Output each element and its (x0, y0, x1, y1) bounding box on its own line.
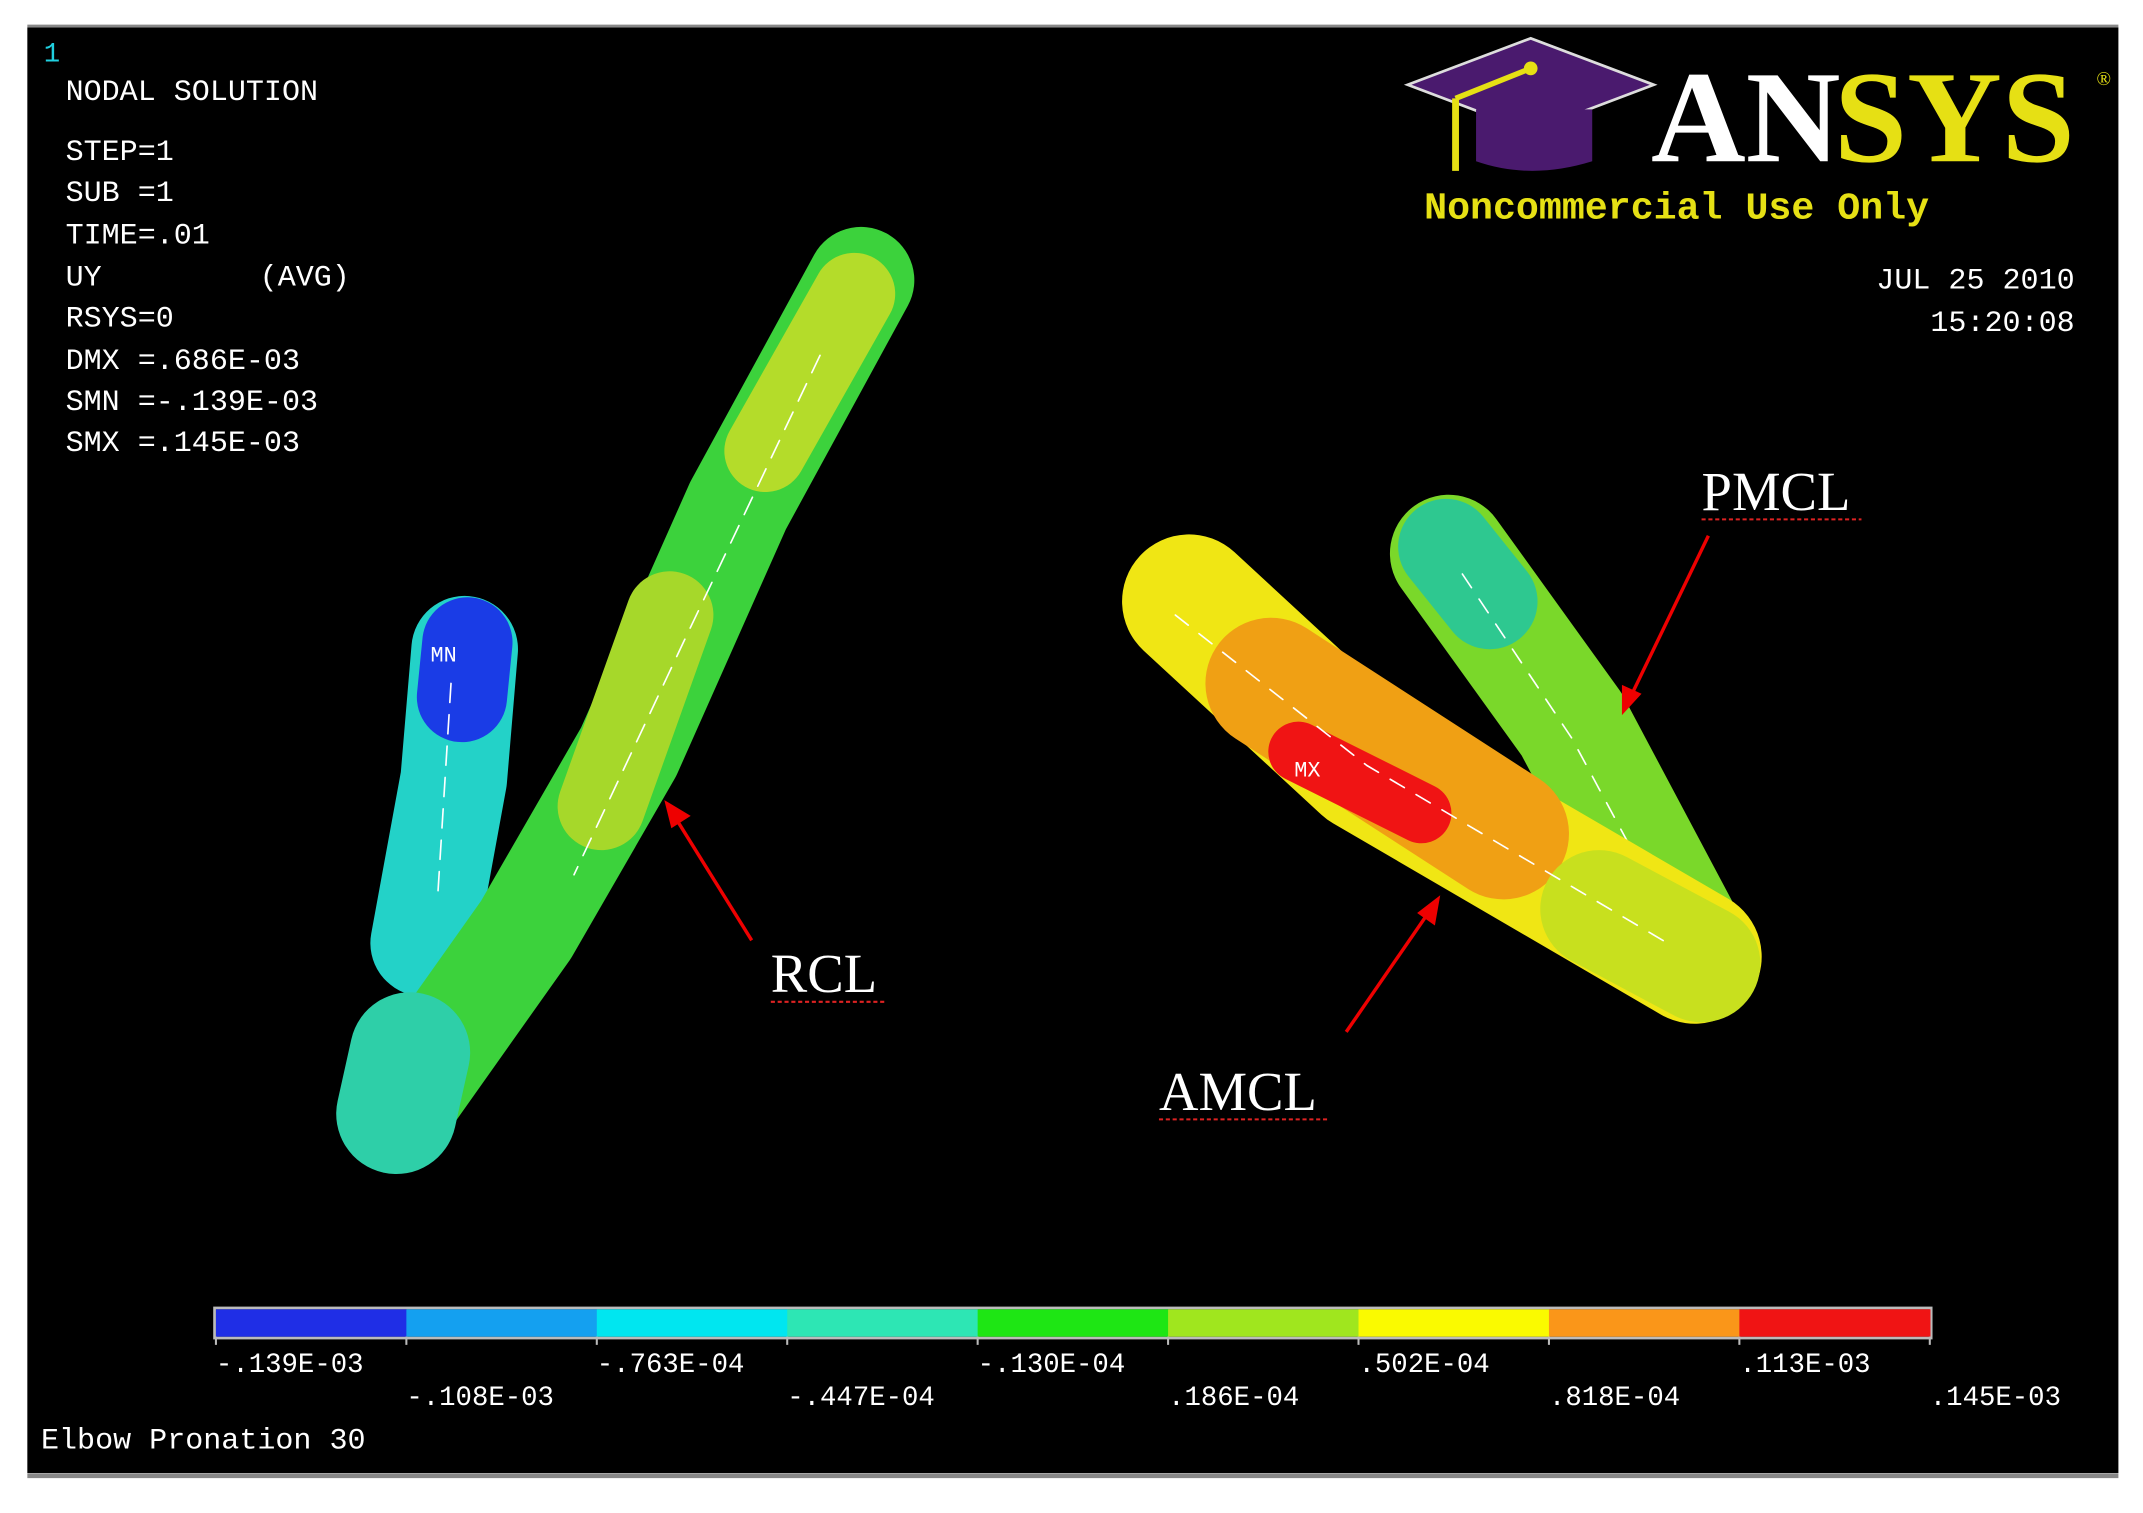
avg-label: (AVG) (260, 262, 350, 296)
info-line: UY (66, 262, 102, 296)
logo-yellow: SYS (1834, 45, 2075, 190)
legend-swatch (406, 1309, 598, 1337)
solution-title: NODAL SOLUTION (66, 76, 318, 110)
rcl-label: RCL (771, 943, 877, 1004)
logo-registered: ® (2097, 69, 2112, 90)
rcl-ligament (336, 226, 915, 1175)
legend-swatch (1358, 1309, 1550, 1337)
max-marker: MX (1294, 758, 1320, 783)
info-line: TIME=.01 (66, 219, 210, 253)
legend-swatch (1739, 1309, 1931, 1337)
legend-label: .818E-04 (1549, 1383, 1680, 1414)
info-line: SMN =-.139E-03 (66, 386, 318, 420)
logo-white: AN (1651, 45, 1840, 190)
legend-label: -.139E-03 (216, 1350, 364, 1381)
info-line: STEP=1 (66, 136, 174, 170)
amcl-ligament (1122, 534, 1762, 1024)
legend-label: -.108E-03 (406, 1383, 554, 1414)
info-line: RSYS=0 (66, 303, 174, 337)
amcl-label: AMCL (1159, 1061, 1317, 1122)
pmcl-label: PMCL (1702, 461, 1851, 522)
legend-label: .502E-04 (1359, 1350, 1490, 1381)
legend-label: .145E-03 (1930, 1383, 2061, 1414)
legend-label: .186E-04 (1168, 1383, 1299, 1414)
legend-swatch (787, 1309, 979, 1337)
legend-frame (213, 1306, 1933, 1340)
info-line: SMX =.145E-03 (66, 427, 300, 461)
info-line: SUB =1 (66, 177, 174, 211)
legend-swatch (977, 1309, 1169, 1337)
callout-arrows (664, 535, 1710, 1033)
legend-label: -.447E-04 (787, 1383, 935, 1414)
legend-swatch (596, 1309, 788, 1337)
logo-cap (1403, 36, 1658, 171)
legend-label: -.763E-04 (597, 1350, 745, 1381)
legend-swatch (1168, 1309, 1360, 1337)
legend-swatch (1548, 1309, 1741, 1337)
legend-swatch (215, 1309, 408, 1337)
min-marker: MN (431, 644, 457, 669)
time: 15:20:08 (1930, 307, 2074, 341)
info-line: DMX =.686E-03 (66, 345, 300, 379)
legend-label: -.130E-04 (978, 1350, 1126, 1381)
date: JUL 25 2010 (1876, 264, 2074, 298)
window-number: 1 (44, 40, 60, 71)
spell-underlines (770, 518, 1862, 1121)
license-notice: Noncommercial Use Only (1424, 188, 1929, 231)
caption: Elbow Pronation 30 (41, 1425, 366, 1459)
legend-label: .113E-03 (1739, 1350, 1870, 1381)
viewport (27, 27, 2119, 1474)
